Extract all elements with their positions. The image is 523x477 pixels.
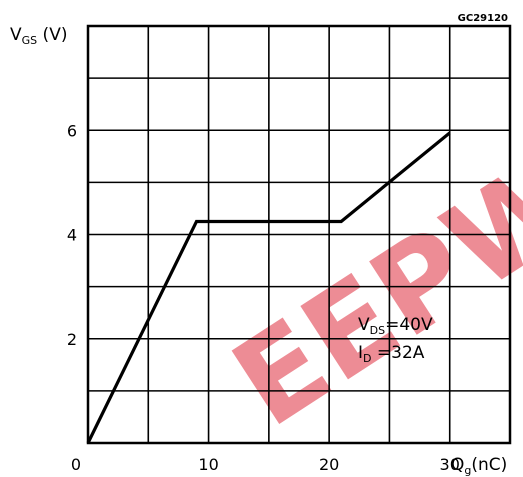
annotation-vds: VDS=40V (358, 315, 433, 337)
annotation-id-sub: D (363, 352, 371, 365)
annotation-vds-rest: =40V (385, 315, 433, 335)
x-tick-label: 0 (71, 455, 81, 474)
y-axis-label-main: V (10, 25, 22, 45)
x-tick-label: 30 (440, 455, 460, 474)
watermark-text: EEPW (210, 128, 523, 454)
x-tick-labels: 0 10 20 30 (71, 455, 460, 474)
series-layer (86, 131, 451, 444)
x-axis-label: Qg(nC) (451, 455, 507, 477)
annotation-id-main: I (358, 343, 363, 363)
y-tick-label: 4 (67, 226, 77, 245)
annotation-id: ID =32A (358, 343, 425, 365)
watermark: EEPW (210, 128, 523, 454)
annotation-vds-sub: DS (370, 324, 385, 337)
x-tick-label: 10 (198, 455, 218, 474)
y-tick-labels: 2 4 6 (67, 121, 77, 349)
annotation-vds-main: V (358, 315, 370, 335)
plot-frame (86, 24, 512, 445)
y-axis-label-sub: GS (22, 34, 38, 47)
chart-code: GC29120 (458, 13, 508, 24)
y-tick-label: 6 (67, 121, 77, 140)
y-tick-label: 2 (67, 330, 77, 349)
y-axis-label: VGS (V) (10, 25, 67, 47)
x-axis-label-sub: g (464, 464, 471, 477)
chart-grid (88, 26, 510, 443)
annotation-id-rest: =32A (372, 343, 425, 363)
series-line (86, 131, 451, 444)
y-axis-label-unit: (V) (37, 25, 67, 45)
x-tick-label: 20 (319, 455, 339, 474)
x-axis-label-unit: (nC) (471, 455, 507, 475)
x-axis-label-main: Q (451, 455, 464, 475)
